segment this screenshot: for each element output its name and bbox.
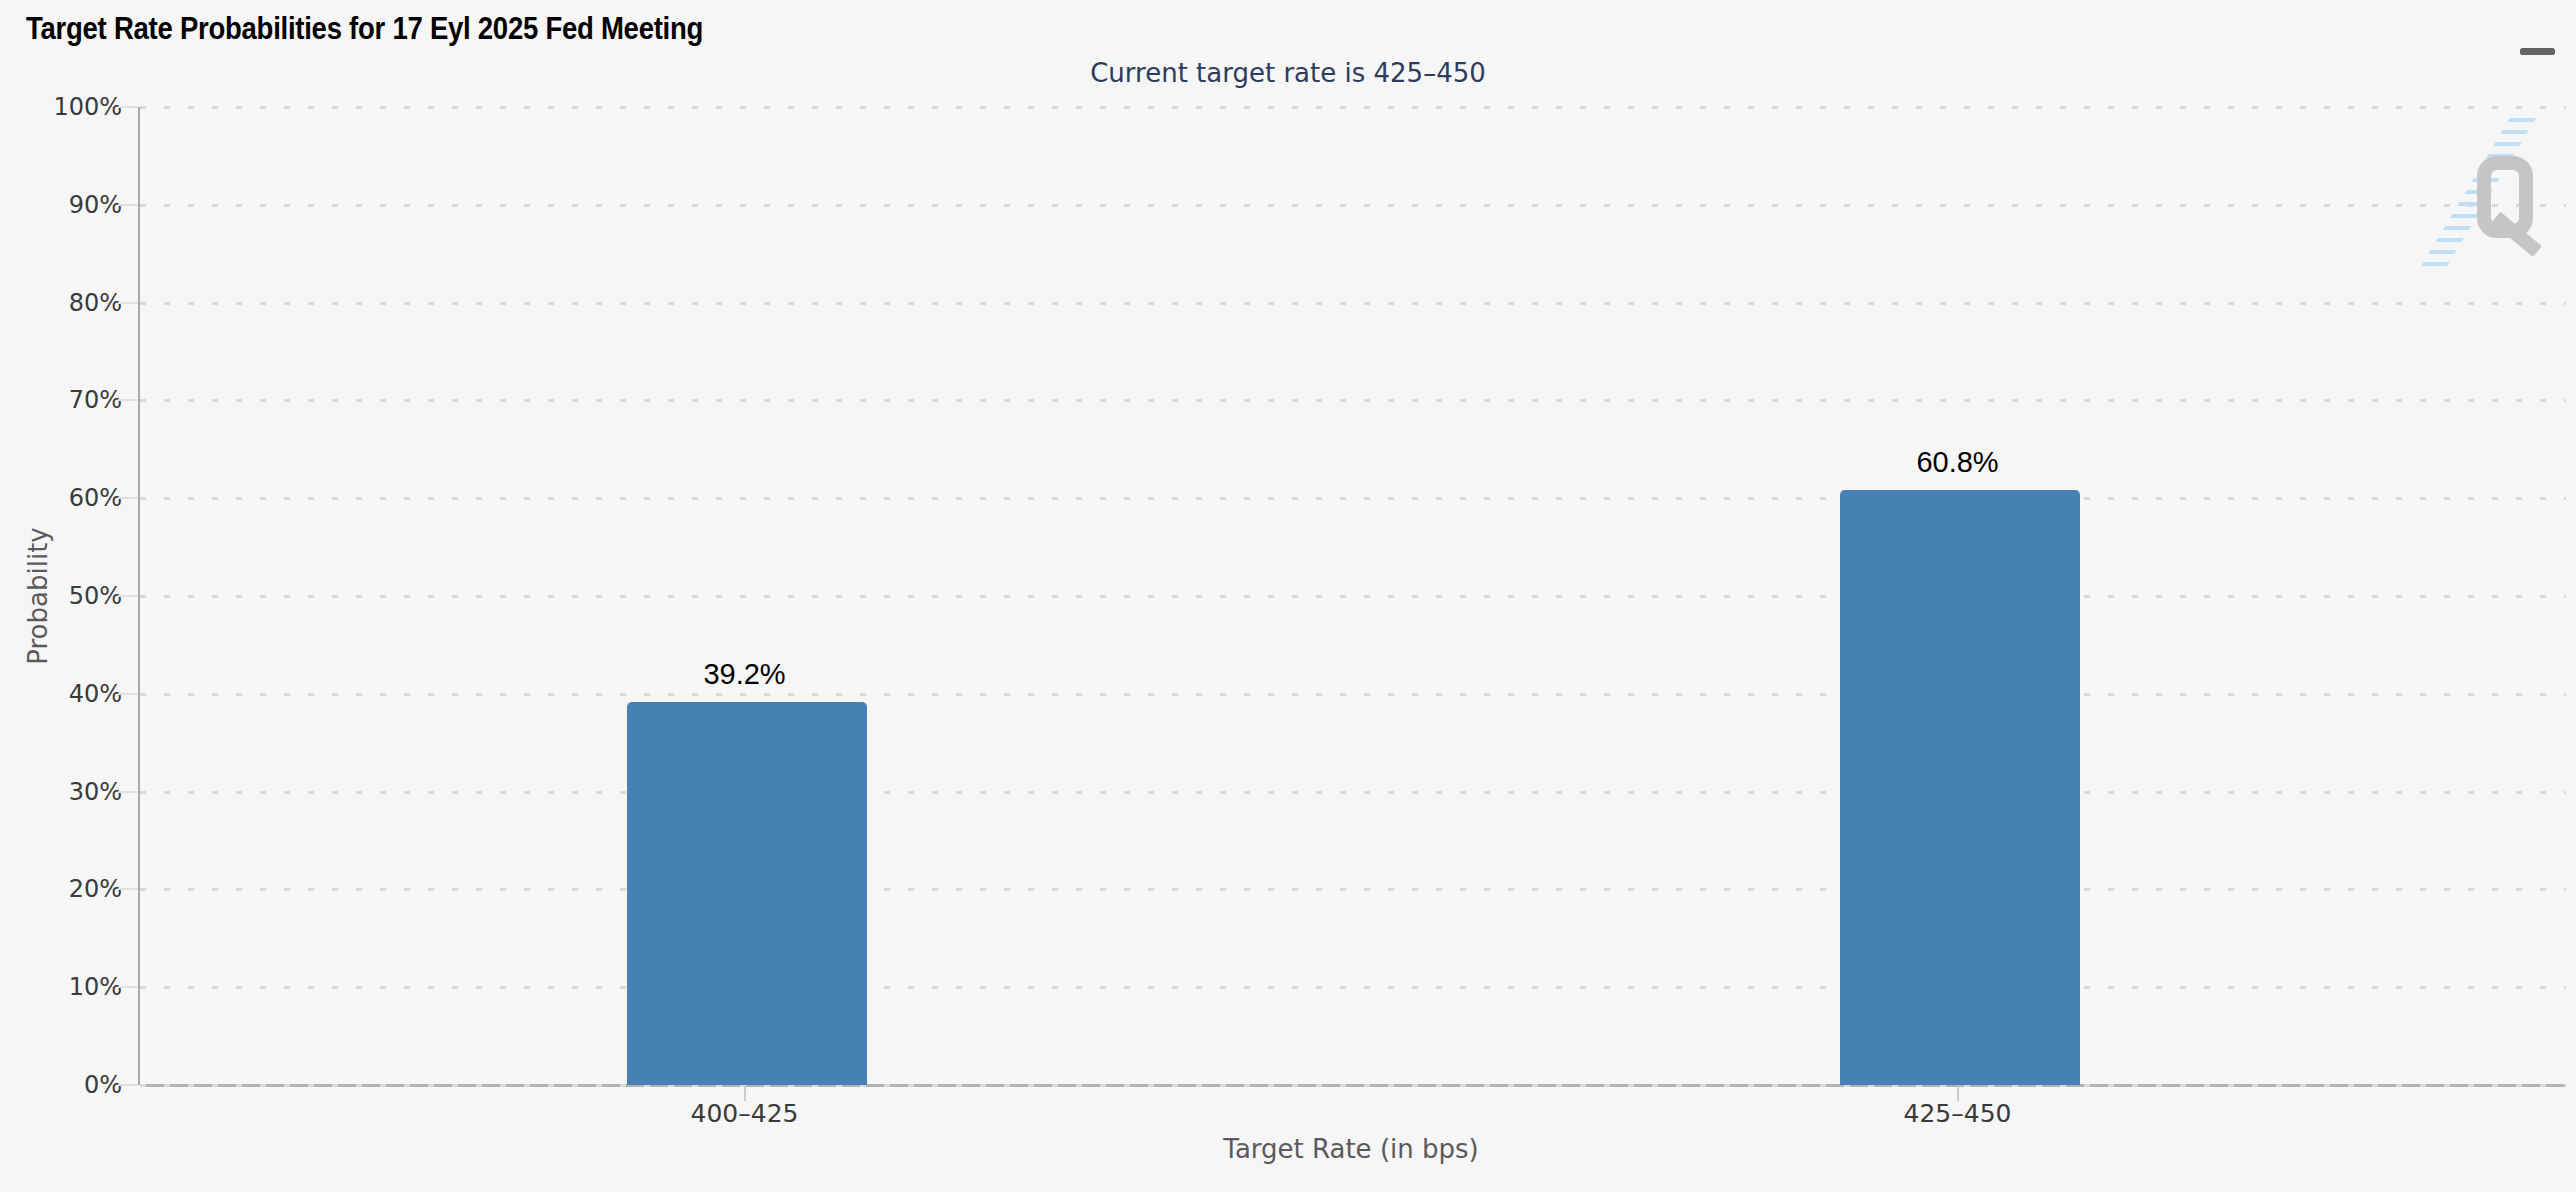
y-grid-line xyxy=(140,693,2566,696)
y-grid-line xyxy=(140,1084,2566,1087)
y-axis-tick xyxy=(118,399,138,401)
y-axis-tick xyxy=(118,302,138,304)
y-axis-label: 50% xyxy=(18,582,122,610)
bar-value-label: 60.8% xyxy=(1808,446,2108,479)
y-axis-label: 20% xyxy=(18,875,122,903)
y-axis-label: 0% xyxy=(18,1071,122,1099)
hamburger-menu-icon[interactable] xyxy=(2518,16,2558,60)
bar-400–425[interactable] xyxy=(627,702,867,1085)
x-axis-label: 400–425 xyxy=(595,1099,895,1128)
y-grid-line xyxy=(140,302,2566,305)
y-axis-tick xyxy=(118,888,138,890)
y-axis-tick xyxy=(118,986,138,988)
bar-value-label: 39.2% xyxy=(595,658,895,691)
y-axis-label: 80% xyxy=(18,289,122,317)
y-axis-label: 70% xyxy=(18,386,122,414)
chart-subtitle: Current target rate is 425–450 xyxy=(0,58,2576,88)
y-grid-line xyxy=(140,595,2566,598)
plot-area xyxy=(138,107,2566,1085)
y-grid-line xyxy=(140,986,2566,989)
menu-bar xyxy=(2520,48,2555,55)
y-axis-label: 10% xyxy=(18,973,122,1001)
y-axis-label: 60% xyxy=(18,484,122,512)
x-axis-title: Target Rate (in bps) xyxy=(138,1134,2564,1164)
y-grid-line xyxy=(140,106,2566,109)
y-grid-line xyxy=(140,791,2566,794)
y-axis-tick xyxy=(118,1084,138,1086)
bar-425–450[interactable] xyxy=(1840,490,2080,1085)
y-grid-line xyxy=(140,204,2566,207)
fed-meeting-probability-chart: Target Rate Probabilities for 17 Eyl 202… xyxy=(0,0,2576,1192)
y-grid-line xyxy=(140,497,2566,500)
y-axis-label: 40% xyxy=(18,680,122,708)
y-grid-line xyxy=(140,399,2566,402)
y-axis-label: 30% xyxy=(18,778,122,806)
y-axis-tick xyxy=(118,791,138,793)
x-axis-label: 425–450 xyxy=(1808,1099,2108,1128)
y-grid-line xyxy=(140,888,2566,891)
y-axis-tick xyxy=(118,595,138,597)
y-axis-tick xyxy=(118,204,138,206)
y-axis-tick xyxy=(118,106,138,108)
y-axis-label: 90% xyxy=(18,191,122,219)
y-axis-tick xyxy=(118,497,138,499)
y-axis-tick xyxy=(118,693,138,695)
y-axis-label: 100% xyxy=(18,93,122,121)
chart-title: Target Rate Probabilities for 17 Eyl 202… xyxy=(26,10,703,47)
